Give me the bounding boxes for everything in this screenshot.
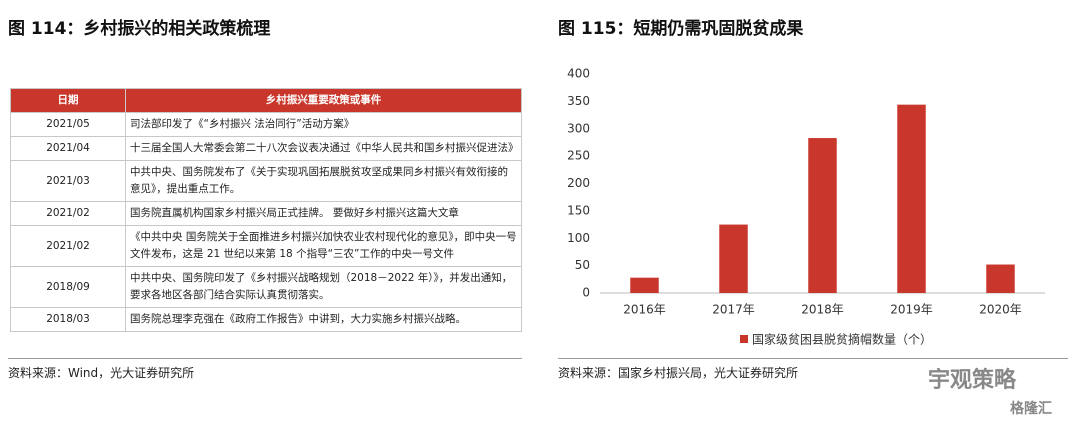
table-row: 2021/02 《中共中央 国务院关于全面推进乡村振兴加快农业农村现代化的意见》，…: [10, 225, 522, 267]
rule: [8, 358, 522, 359]
date-cell: 2021/02: [10, 225, 126, 267]
left-source: 资料来源：Wind，光大证券研究所: [8, 366, 195, 380]
watermark: 宇观策略: [928, 368, 1017, 393]
bar: [897, 104, 926, 293]
date-cell: 2018/09: [10, 266, 126, 308]
y-tick-label: 50: [575, 258, 590, 272]
legend-label: 国家级贫困县脱贫摘帽数量（个）: [752, 332, 932, 347]
y-tick-label: 100: [567, 231, 590, 245]
table-row: 2018/09 中共中央、国务院印发了《乡村振兴战略规划（2018－2022 年）…: [10, 266, 522, 308]
bar: [719, 224, 748, 293]
chart-title: 图 115：短期仍需巩固脱贫成果: [558, 19, 804, 39]
chart-source: 资料来源：国家乡村振兴局，光大证券研究所: [558, 366, 799, 380]
event-cell: 国务院直属机构国家乡村振兴局正式挂牌。 要做好乡村振兴这篇大文章: [125, 201, 522, 226]
table-row: 2018/03 国务院总理李克强在《政府工作报告》中讲到，大力实施乡村振兴战略。: [10, 307, 522, 332]
y-tick-label: 150: [567, 203, 590, 217]
y-tick-label: 300: [567, 121, 590, 135]
header-cell: 日期: [10, 88, 126, 113]
date-cell: 2021/05: [10, 112, 126, 137]
x-tick-label: 2020年: [979, 303, 1022, 317]
date-cell: 2021/03: [10, 160, 126, 202]
x-tick-label: 2017年: [712, 303, 755, 317]
y-tick-label: 200: [567, 176, 590, 190]
event-cell: 中共中央、国务院印发了《乡村振兴战略规划（2018－2022 年）》，并发出通知…: [125, 266, 522, 308]
event-cell: 司法部印发了《“乡村振兴 法治同行”活动方案》: [125, 112, 522, 137]
table-row: 2021/03 中共中央、国务院发布了《关于实现巩固拓展脱贫攻坚成果同乡村振兴有效…: [10, 160, 522, 202]
bar: [808, 138, 837, 293]
y-tick-label: 400: [567, 67, 590, 81]
table-row: 2021/05 司法部印发了《“乡村振兴 法治同行”活动方案》: [10, 112, 522, 137]
date-cell: 2021/04: [10, 136, 126, 161]
x-tick-label: 2018年: [801, 303, 844, 317]
chart: 0 50 100 150 200 250 300 350 400 2016年 2017年 2018年 2…: [567, 67, 1045, 347]
legend-swatch: [740, 335, 748, 343]
table-body: 2021/05 司法部印发了《“乡村振兴 法治同行”活动方案》 2021/04 十三届…: [10, 112, 522, 332]
policy-table: 日期 乡村振兴重要政策或事件 2021/05 司法部印发了《“乡村振兴 法治同行”活…: [10, 88, 522, 332]
event-cell: 国务院总理李克强在《政府工作报告》中讲到，大力实施乡村振兴战略。: [125, 307, 522, 332]
y-tick-label: 350: [567, 94, 590, 108]
event-cell: 十三届全国人大常委会第二十八次会议表决通过《中华人民共和国乡村振兴促进法》: [125, 136, 522, 161]
table-row: 2021/02 国务院直属机构国家乡村振兴局正式挂牌。 要做好乡村振兴这篇大文章: [10, 201, 522, 226]
rule: [558, 358, 1068, 359]
bar: [630, 277, 659, 293]
date-cell: 2018/03: [10, 307, 126, 332]
x-tick-label: 2019年: [890, 303, 933, 317]
bar: [986, 264, 1015, 293]
event-cell: 中共中央、国务院发布了《关于实现巩固拓展脱贫攻坚成果同乡村振兴有效衔接的意见》，…: [125, 160, 522, 202]
watermark: 格隆汇: [1010, 401, 1052, 417]
x-tick-label: 2016年: [623, 303, 666, 317]
header-cell: 乡村振兴重要政策或事件: [125, 88, 522, 113]
date-cell: 2021/02: [10, 201, 126, 226]
event-cell: 《中共中央 国务院关于全面推进乡村振兴加快农业农村现代化的意见》，即中央一号文件…: [125, 225, 522, 267]
y-tick-label: 250: [567, 149, 590, 163]
table-header: 日期 乡村振兴重要政策或事件: [10, 88, 522, 113]
y-tick-label: 0: [582, 286, 590, 300]
left-title: 图 114：乡村振兴的相关政策梳理: [8, 19, 271, 39]
table-row: 2021/04 十三届全国人大常委会第二十八次会议表决通过《中华人民共和国乡村振兴…: [10, 136, 522, 161]
